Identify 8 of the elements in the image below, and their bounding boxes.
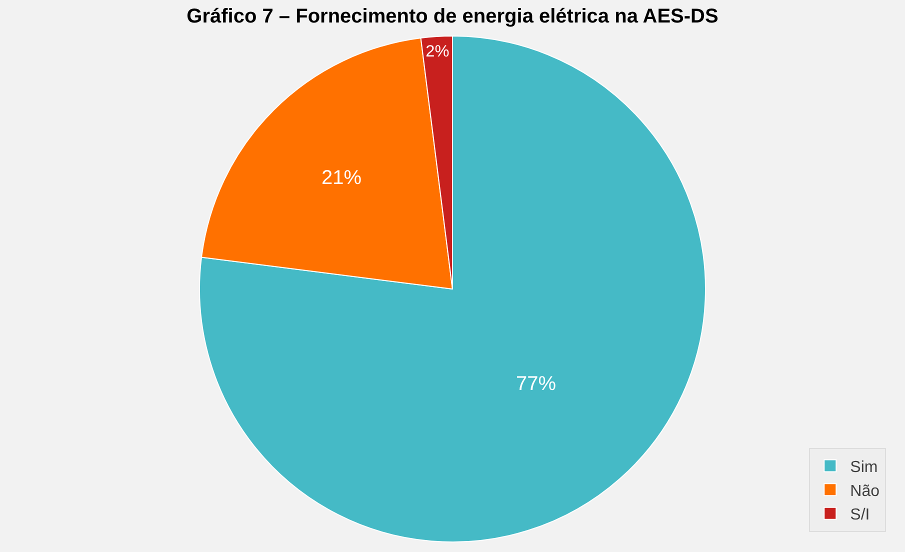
legend-label: Não <box>850 482 880 500</box>
data-label: 77% <box>516 372 556 395</box>
legend-label: Sim <box>850 459 878 476</box>
legend-label: S/I <box>850 506 870 524</box>
data-label: 21% <box>321 167 362 190</box>
chart-title: Gráfico 7 – Fornecimento de energia elétrica na AES-DS <box>186 5 718 28</box>
pie-slice <box>199 36 706 542</box>
data-label: 2% <box>426 42 450 60</box>
